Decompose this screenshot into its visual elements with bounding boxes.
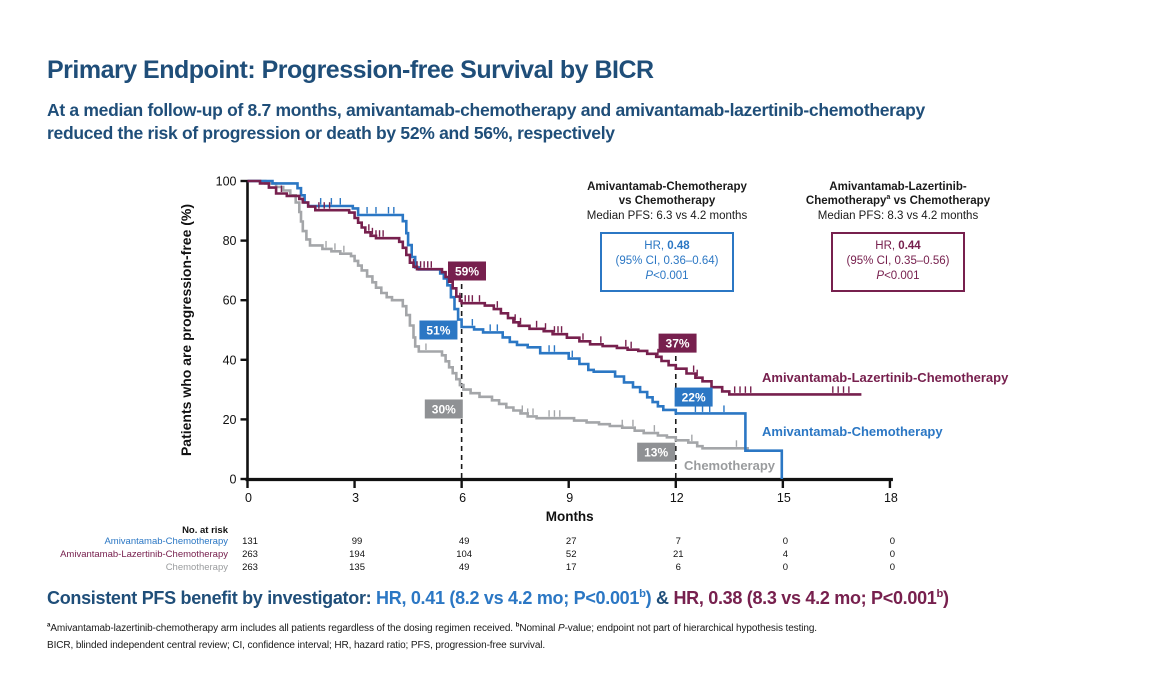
annotation-ami-chemo: Amivantamab-Chemotherapy vs Chemotherapy… <box>561 181 773 292</box>
y-tick-label: 20 <box>223 413 237 427</box>
landmark-badge <box>637 442 676 462</box>
x-tick-label: 3 <box>352 491 359 505</box>
at-risk-value: 131 <box>242 536 258 547</box>
x-tick-label: 18 <box>884 491 898 505</box>
investigator-pfs-statement: Consistent PFS benefit by investigator: … <box>47 588 949 608</box>
x-tick-label: 12 <box>670 491 684 505</box>
footnote-line2: BICR, blinded independent central review… <box>47 640 546 651</box>
at-risk-value: 263 <box>242 562 258 573</box>
at-risk-row-label-amivantamab-lazertinib-chemotherapy: Amivantamab-Lazertinib-Chemotherapy <box>60 549 228 560</box>
at-risk-value: 49 <box>459 536 470 547</box>
hr-box-ami-chemo: HR, 0.48 (95% CI, 0.36–0.64) P<0.001 <box>600 232 734 292</box>
x-tick-label: 15 <box>777 491 791 505</box>
hr-value-line: HR, 0.44 <box>875 240 921 252</box>
page-subtitle-line2: reduced the risk of progression or death… <box>47 123 615 143</box>
landmark-badge <box>674 387 713 407</box>
hr-box-ami-laz-chemo: HR, 0.44 (95% CI, 0.35–0.56) P<0.001 <box>831 232 965 292</box>
annotation-ami-chemo-header-line2: vs Chemotherapy <box>618 194 716 207</box>
at-risk-value: 0 <box>783 536 788 547</box>
at-risk-value: 0 <box>890 562 895 573</box>
at-risk-value: 0 <box>890 536 895 547</box>
annotation-ami-laz-chemo-median: Median PFS: 8.3 vs 4.2 months <box>817 210 979 222</box>
page-subtitle-line1: At a median follow-up of 8.7 months, ami… <box>47 100 925 120</box>
curve-label-chemotherapy: Chemotherapy <box>684 458 776 473</box>
hr-value-line: HR, 0.48 <box>644 240 690 252</box>
y-tick-label: 40 <box>223 353 237 367</box>
ci-line: (95% CI, 0.35–0.56) <box>846 255 950 267</box>
landmark-badge <box>658 333 697 353</box>
p-value-line: P<0.001 <box>876 270 920 282</box>
at-risk-header: No. at risk <box>182 525 229 536</box>
landmark-badge-label: 13% <box>644 446 668 460</box>
page-title: Primary Endpoint: Progression-free Survi… <box>47 56 654 84</box>
at-risk-value: 21 <box>673 549 684 560</box>
km-curve-chemotherapy <box>247 179 749 450</box>
y-axis-label: Patients who are progression-free (%) <box>178 204 194 456</box>
y-tick-label: 60 <box>223 294 237 308</box>
x-tick-label: 6 <box>459 491 466 505</box>
footnote-line1: aAmivantamab-lazertinib-chemotherapy arm… <box>47 621 817 634</box>
y-tick-label: 100 <box>216 175 237 189</box>
at-risk-value: 263 <box>242 549 258 560</box>
p-value-line: P<0.001 <box>645 270 689 282</box>
landmark-badge-label: 22% <box>682 391 706 405</box>
at-risk-value: 99 <box>352 536 363 547</box>
landmark-badge-label: 51% <box>426 324 450 338</box>
landmark-badge <box>447 261 486 281</box>
at-risk-value: 49 <box>459 562 470 573</box>
curve-label-amivantamab-lazertinib-chemotherapy: Amivantamab-Lazertinib-Chemotherapy <box>762 370 1009 385</box>
annotation-ami-chemo-header-line1: Amivantamab-Chemotherapy <box>587 181 747 193</box>
annotation-ami-chemo-median: Median PFS: 6.3 vs 4.2 months <box>586 210 748 222</box>
ci-line: (95% CI, 0.36–0.64) <box>615 255 719 267</box>
page-subtitle: At a median follow-up of 8.7 months, ami… <box>47 99 925 145</box>
x-tick-label: 9 <box>566 491 573 505</box>
at-risk-value: 4 <box>783 549 788 560</box>
landmark-badge-label: 37% <box>666 337 690 351</box>
at-risk-row-label-amivantamab-chemotherapy: Amivantamab-Chemotherapy <box>104 536 228 547</box>
annotation-ami-laz-chemo-header-line1: Amivantamab-Lazertinib- <box>829 181 967 193</box>
at-risk-value: 104 <box>456 549 472 560</box>
at-risk-value: 0 <box>783 562 788 573</box>
landmark-badge <box>419 320 458 340</box>
x-axis-label: Months <box>546 509 594 524</box>
landmark-badge-label: 59% <box>455 264 479 278</box>
at-risk-value: 7 <box>676 536 681 547</box>
at-risk-value: 6 <box>676 562 681 573</box>
landmark-badge <box>424 399 463 419</box>
at-risk-value: 135 <box>349 562 365 573</box>
at-risk-value: 17 <box>566 562 577 573</box>
at-risk-row-label-chemotherapy: Chemotherapy <box>166 562 229 573</box>
y-tick-label: 0 <box>230 473 237 487</box>
x-tick-label: 0 <box>245 491 252 505</box>
at-risk-value: 194 <box>349 549 365 560</box>
annotation-ami-laz-chemo-header-line2: Chemotherapya vs Chemotherapy <box>805 192 991 207</box>
curve-label-amivantamab-chemotherapy: Amivantamab-Chemotherapy <box>762 424 943 439</box>
at-risk-value: 0 <box>890 549 895 560</box>
km-curve-amivantamab-lazertinib-chemotherapy <box>247 179 862 396</box>
landmark-badge-label: 30% <box>432 402 456 416</box>
at-risk-value: 27 <box>566 536 577 547</box>
annotation-ami-laz-chemo: Amivantamab-Lazertinib- Chemotherapya vs… <box>792 181 1004 292</box>
km-curve-amivantamab-chemotherapy <box>247 179 784 479</box>
y-tick-label: 80 <box>223 234 237 248</box>
at-risk-value: 52 <box>566 549 577 560</box>
